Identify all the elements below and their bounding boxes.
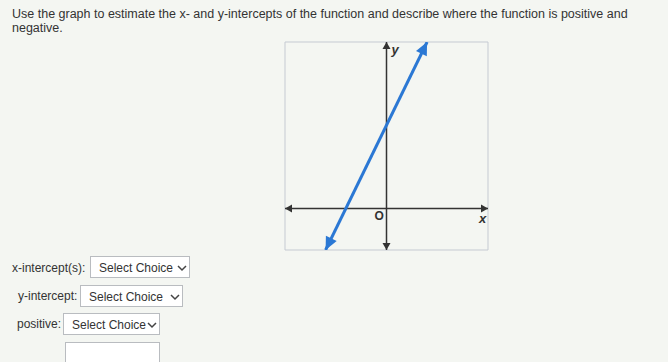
html-text:Select Choice: Select Choice <box>99 261 173 275</box>
html-text:x-intercept(s):: x-intercept(s): <box>12 261 86 275</box>
svg-text:O: O <box>375 209 384 223</box>
html-text:positive:: positive: <box>17 317 61 331</box>
svg-text:y: y <box>391 42 400 57</box>
html-text:Select Choice: Select Choice <box>72 318 146 332</box>
html-text:Use the graph to estimate the: Use the graph to estimate the x- and y-i… <box>12 7 628 35</box>
html-text:y-intercept:: y-intercept: <box>18 289 78 303</box>
svg-text:x: x <box>478 211 487 226</box>
html-text:Select Choice: Select Choice <box>89 290 163 304</box>
